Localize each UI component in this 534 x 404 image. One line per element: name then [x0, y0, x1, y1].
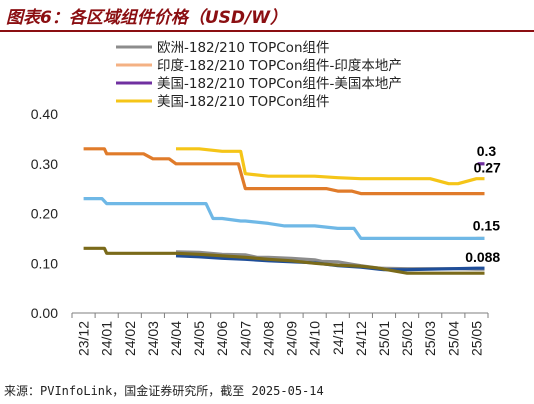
legend-label: 欧洲-182/210 TOPCon组件 — [157, 40, 330, 56]
legend-label: 印度-182/210 TOPCon组件-印度本地产 — [157, 58, 402, 74]
series-line — [176, 147, 485, 186]
x-tick-label: 24/10 — [307, 321, 323, 356]
y-tick-label: 0.00 — [31, 305, 58, 321]
x-tick-label: 24/11 — [330, 321, 346, 355]
data-label: 0.088 — [465, 249, 500, 265]
legend-label: 美国-182/210 TOPCon组件 — [157, 94, 330, 110]
data-label: 0.15 — [473, 217, 500, 233]
x-tick-label: 24/09 — [284, 321, 300, 356]
axes: 0.00 0.10 0.20 0.30 0.40 23/12 24/01 24/02 24/03… — [31, 106, 489, 356]
x-tick-label: 25/03 — [422, 321, 438, 356]
x-tick-label: 24/06 — [214, 321, 230, 356]
x-tick-label: 24/02 — [122, 321, 138, 356]
x-tick-label: 24/05 — [191, 321, 207, 356]
x-tick-label: 24/07 — [237, 321, 253, 356]
series-line — [83, 246, 485, 275]
y-tick-label: 0.10 — [31, 255, 58, 271]
data-label: 0.3 — [477, 143, 497, 159]
series-line — [83, 147, 485, 196]
x-tick-label: 25/01 — [376, 321, 392, 356]
y-tick-label: 0.40 — [31, 106, 58, 122]
source-note: 来源：PVInfoLink，国金证券研究所，截至 2025-05-14 — [4, 384, 324, 398]
legend-label: 美国-182/210 TOPCon组件-美国本地产 — [157, 76, 402, 92]
series-layer — [83, 147, 485, 275]
x-tick-label: 25/02 — [399, 321, 415, 356]
x-tick-label: 24/12 — [353, 321, 369, 356]
title-divider — [0, 30, 534, 32]
y-tick-label: 0.20 — [31, 206, 58, 222]
x-tick-label: 23/12 — [76, 321, 92, 356]
chart-title: 图表6：各区域组件价格（USD/W） — [6, 8, 287, 28]
x-tick-label: 24/08 — [260, 321, 276, 356]
x-tick-label: 25/04 — [445, 321, 461, 356]
x-tick-label: 25/05 — [468, 321, 484, 356]
series-line — [83, 197, 485, 240]
x-tick-label: 24/01 — [99, 321, 115, 356]
data-labels: 0.30.27 0.15 0.088 — [465, 143, 501, 265]
y-tick-label: 0.30 — [31, 156, 58, 172]
x-tick-label: 24/03 — [145, 321, 161, 356]
data-label: 0.27 — [474, 160, 501, 176]
x-tick-label: 24/04 — [168, 321, 184, 356]
